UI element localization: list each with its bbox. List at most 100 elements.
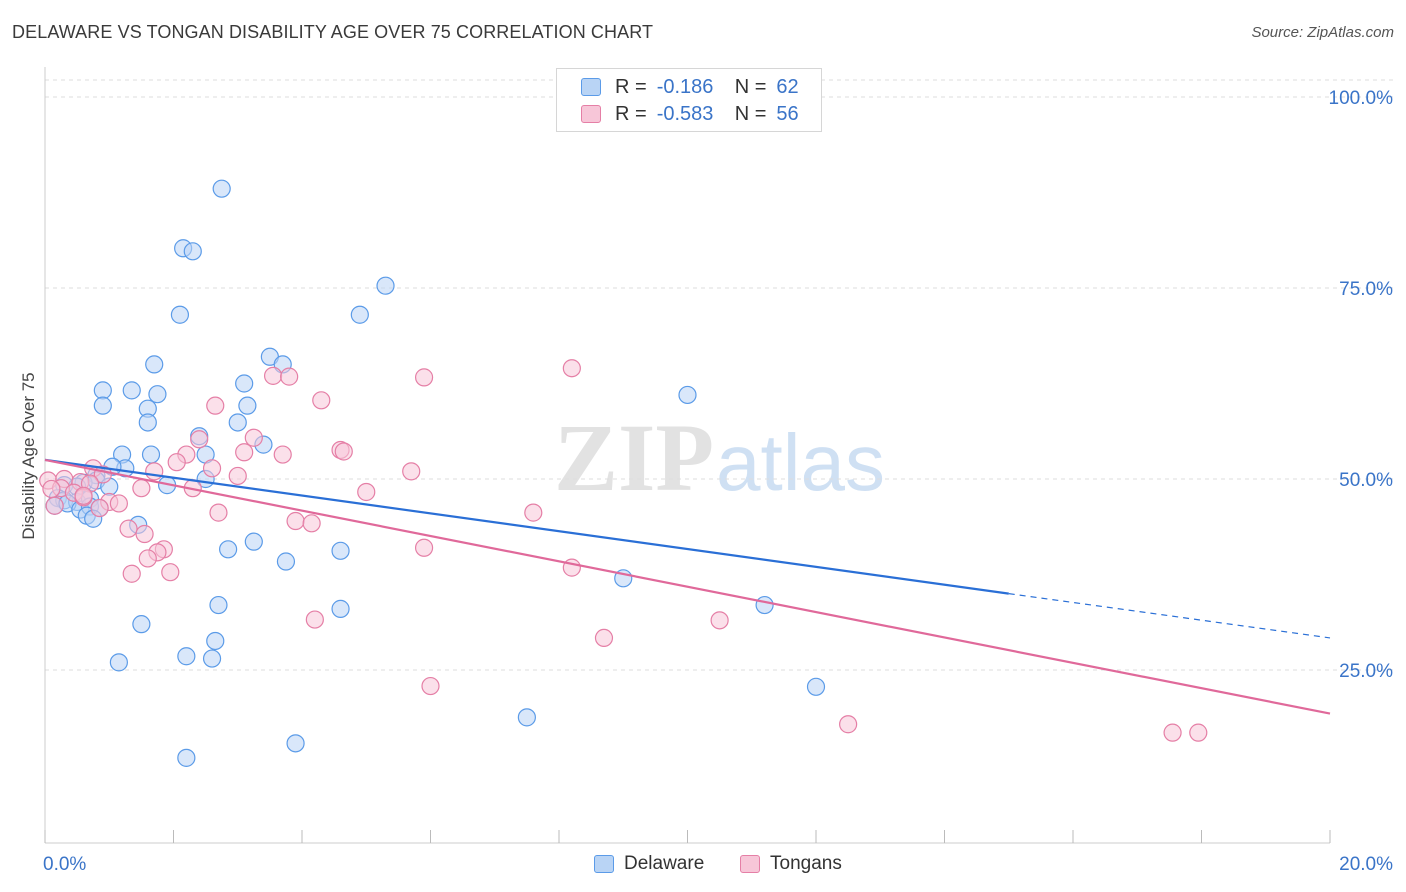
tongans-point	[414, 538, 434, 557]
tongans-point	[263, 366, 283, 385]
delaware-point	[148, 385, 167, 404]
n-label: N =	[734, 102, 767, 125]
delaware-point	[219, 540, 238, 559]
delaware-point	[109, 653, 128, 672]
tongans-point	[135, 524, 154, 544]
tongans-point	[305, 610, 324, 629]
tongans-legend-label: Tongans	[770, 853, 842, 874]
legend-row-tongans: R = -0.583 N = 56	[581, 102, 799, 126]
watermark-zip: ZIP	[554, 404, 714, 511]
tongans-point	[402, 462, 421, 481]
delaware-point	[331, 541, 350, 560]
watermark-atlas: atlas	[716, 418, 885, 507]
tongans-point	[1163, 723, 1182, 742]
delaware-point	[350, 305, 369, 324]
y-tick-labels: 25.0% 50.0% 75.0% 100.0%	[1329, 88, 1394, 682]
tongans-point	[334, 442, 353, 461]
n-value: 56	[776, 102, 799, 125]
grid-lines	[45, 79, 1395, 671]
delaware-point	[286, 734, 305, 753]
source-note: Source: ZipAtlas.com	[1251, 24, 1394, 41]
x-tick-labels: 0.0% 20.0%	[43, 854, 1393, 875]
tongans-point	[312, 391, 331, 410]
tongans-point	[357, 482, 376, 502]
legend-row-delaware: R = -0.186 N = 62	[581, 75, 799, 99]
tongans-point	[90, 498, 109, 518]
tongans-point	[228, 466, 247, 486]
tongans-point	[161, 563, 180, 582]
y-tick-label: 75.0%	[1339, 279, 1393, 300]
tongans-point	[1189, 723, 1208, 742]
x-tick-label-min: 0.0%	[43, 854, 86, 875]
tongans-point	[594, 628, 614, 648]
tongans-points	[39, 359, 1208, 742]
delaware-trend-extension	[1008, 593, 1331, 639]
tongans-point	[45, 496, 64, 515]
r-value: -0.583	[656, 102, 714, 125]
delaware-point	[183, 242, 202, 261]
tongans-point	[273, 445, 292, 464]
delaware-point	[331, 599, 350, 618]
delaware-point	[806, 677, 826, 696]
delaware-point	[170, 305, 190, 324]
tongans-point	[302, 514, 321, 533]
tongans-point	[209, 503, 228, 522]
delaware-point	[206, 631, 225, 651]
r-label: R =	[615, 102, 647, 125]
tongans-point	[145, 462, 164, 481]
delaware-point	[276, 552, 296, 571]
delaware-point	[145, 355, 164, 374]
tongans-point	[286, 511, 305, 531]
bottom-legend-tongans: Tongans	[740, 852, 842, 876]
delaware-point	[238, 396, 257, 415]
delaware-point	[177, 748, 196, 767]
axes	[44, 67, 1331, 844]
delaware-point	[678, 385, 697, 405]
delaware-point	[244, 532, 263, 551]
delaware-point	[93, 381, 112, 400]
watermark: ZIP atlas	[554, 404, 885, 511]
delaware-point	[235, 374, 254, 393]
y-axis-label: Disability Age Over 75	[19, 372, 38, 539]
x-tick-label-max: 20.0%	[1339, 854, 1393, 875]
delaware-point	[228, 413, 247, 432]
tongans-point	[109, 494, 128, 513]
delaware-point	[141, 445, 161, 464]
delaware-point	[177, 647, 196, 666]
delaware-legend-label: Delaware	[624, 853, 705, 874]
trend-lines	[44, 458, 1331, 715]
tongans-point	[421, 676, 440, 696]
tongans-point	[244, 428, 263, 447]
delaware-point	[138, 413, 157, 432]
y-tick-label: 100.0%	[1329, 88, 1394, 109]
delaware-point	[376, 276, 395, 295]
bottom-legend-delaware: Delaware	[594, 852, 704, 876]
n-value: 62	[776, 75, 799, 98]
y-tick-label: 25.0%	[1339, 661, 1393, 682]
tongans-point	[206, 396, 225, 415]
correlation-legend: R = -0.186 N = 62 R = -0.583 N = 56	[556, 68, 822, 132]
tongans-point	[167, 453, 186, 472]
tongans-legend-swatch	[740, 855, 760, 873]
delaware-point	[212, 179, 231, 198]
delaware-swatch	[581, 78, 601, 96]
tongans-point	[235, 443, 254, 462]
tongans-point	[190, 430, 209, 449]
tongans-point	[202, 459, 222, 478]
tongans-point	[414, 368, 434, 387]
delaware-point	[93, 396, 112, 415]
r-value: -0.186	[656, 75, 714, 98]
tongans-point	[138, 549, 157, 568]
delaware-point	[755, 595, 774, 615]
r-label: R =	[615, 75, 647, 98]
delaware-point	[122, 381, 141, 400]
n-label: N =	[734, 75, 767, 98]
tongans-point	[122, 564, 141, 583]
tongans-point	[119, 519, 138, 538]
y-tick-label: 50.0%	[1339, 470, 1393, 491]
delaware-point	[517, 708, 536, 727]
delaware-point	[132, 615, 151, 634]
delaware-legend-swatch	[594, 855, 614, 873]
tongans-swatch	[581, 105, 601, 123]
